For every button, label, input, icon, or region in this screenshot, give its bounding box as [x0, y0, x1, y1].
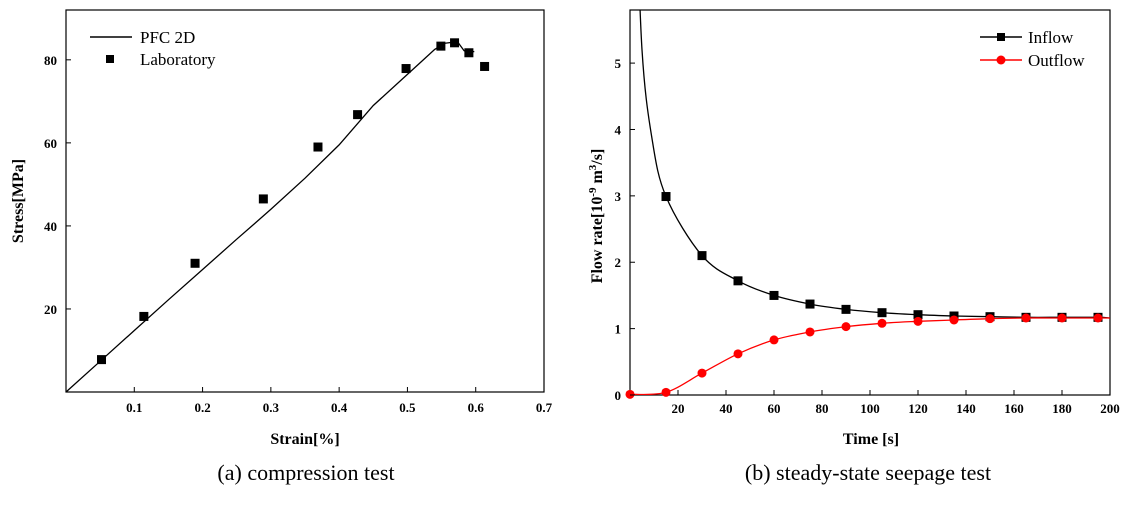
y-tick-label-b: 1 — [615, 322, 622, 337]
data-point-laboratory — [258, 194, 268, 204]
seepage-chart: 20 40 60 80 100 120 140 160 180 200 0 1 2 3 4 5 Time [… — [587, 9, 1120, 485]
data-point-outflow — [661, 387, 671, 397]
legend-label-laboratory: Laboratory — [140, 50, 216, 69]
legend-b: Inflow Outflow — [980, 28, 1085, 70]
compression-chart: 0.1 0.2 0.3 0.4 0.5 0.6 0.7 20 40 60 80 Strain[%]… — [10, 9, 553, 485]
x-tick-label-b: 120 — [908, 401, 928, 416]
legend-marker-inflow — [997, 33, 1005, 41]
x-axis-label-b: Time [s] — [843, 431, 899, 448]
y-tick-label-b: 5 — [615, 56, 622, 71]
data-point-outflow — [697, 368, 707, 378]
legend-label-outflow: Outflow — [1028, 51, 1085, 70]
data-point-outflow — [877, 318, 887, 328]
y-axis-label-a: Stress[MPa] — [10, 159, 27, 243]
y-tick-label-a: 20 — [44, 302, 57, 317]
data-point-outflow — [985, 314, 995, 324]
data-point-outflow — [1057, 313, 1067, 323]
x-tick-label-a: 0.3 — [263, 400, 280, 415]
plot-frame-a — [65, 9, 545, 393]
data-point-laboratory — [97, 355, 107, 365]
caption-b: (b) steady-state seepage test — [745, 460, 991, 485]
data-point-inflow — [769, 290, 779, 300]
x-tick-label-b: 60 — [768, 401, 781, 416]
y-tick-label-b: 0 — [615, 388, 622, 403]
data-point-inflow — [913, 310, 923, 320]
x-axis-label-a: Strain[%] — [270, 431, 339, 448]
x-tick-label-b: 160 — [1004, 401, 1024, 416]
x-tick-label-b: 180 — [1052, 401, 1072, 416]
data-point-outflow — [841, 322, 851, 332]
legend-label-inflow: Inflow — [1028, 28, 1074, 47]
caption-a: (a) compression test — [217, 460, 394, 485]
x-tick-label-b: 200 — [1100, 401, 1120, 416]
data-point-inflow — [805, 299, 815, 309]
data-point-laboratory — [190, 258, 200, 268]
data-point-inflow — [661, 192, 671, 202]
data-point-outflow — [913, 316, 923, 326]
data-point-inflow — [877, 308, 887, 318]
y-tick-label-b: 4 — [615, 122, 622, 137]
x-tick-label-a: 0.4 — [331, 400, 348, 415]
legend-a: PFC 2D Laboratory — [90, 28, 216, 69]
data-point-laboratory — [464, 48, 474, 58]
x-tick-label-b: 20 — [672, 401, 685, 416]
y-tick-label-b: 3 — [615, 189, 622, 204]
legend-marker-laboratory — [106, 55, 114, 63]
y-tick-label-b: 2 — [615, 255, 622, 270]
y-tick-label-a: 60 — [44, 136, 57, 151]
x-tick-label-a: 0.6 — [468, 400, 485, 415]
data-point-outflow — [1021, 313, 1031, 323]
series-line-inflow — [639, 10, 1110, 319]
y-tick-label-a: 40 — [44, 219, 57, 234]
data-point-laboratory — [480, 61, 490, 71]
data-point-inflow — [841, 304, 851, 314]
data-point-inflow — [733, 276, 743, 286]
legend-marker-outflow — [996, 55, 1006, 65]
data-point-laboratory — [450, 38, 460, 48]
legend-label-pfc: PFC 2D — [140, 28, 195, 47]
x-tick-label-a: 0.7 — [536, 400, 553, 415]
data-point-outflow — [805, 327, 815, 337]
data-point-outflow — [1093, 313, 1103, 323]
x-tick-label-a: 0.2 — [194, 400, 210, 415]
data-point-outflow — [769, 335, 779, 345]
data-point-outflow — [733, 349, 743, 359]
data-point-inflow — [697, 251, 707, 261]
data-point-laboratory — [139, 311, 149, 321]
x-tick-label-b: 100 — [860, 401, 880, 416]
series-line-pfc-2d — [65, 41, 475, 393]
series-line-outflow — [630, 317, 1110, 395]
x-tick-label-a: 0.1 — [126, 400, 142, 415]
data-point-outflow — [949, 315, 959, 325]
x-tick-label-b: 80 — [816, 401, 829, 416]
data-point-laboratory — [436, 41, 446, 51]
data-point-outflow — [625, 389, 635, 399]
data-point-laboratory — [313, 142, 323, 152]
x-tick-label-b: 140 — [956, 401, 976, 416]
x-tick-label-b: 40 — [720, 401, 733, 416]
data-point-laboratory — [401, 64, 411, 74]
data-point-laboratory — [353, 110, 363, 120]
y-tick-label-a: 80 — [44, 53, 57, 68]
x-tick-label-a: 0.5 — [399, 400, 416, 415]
y-axis-label-b: Flow rate[10-9 m3/s] — [587, 149, 606, 284]
